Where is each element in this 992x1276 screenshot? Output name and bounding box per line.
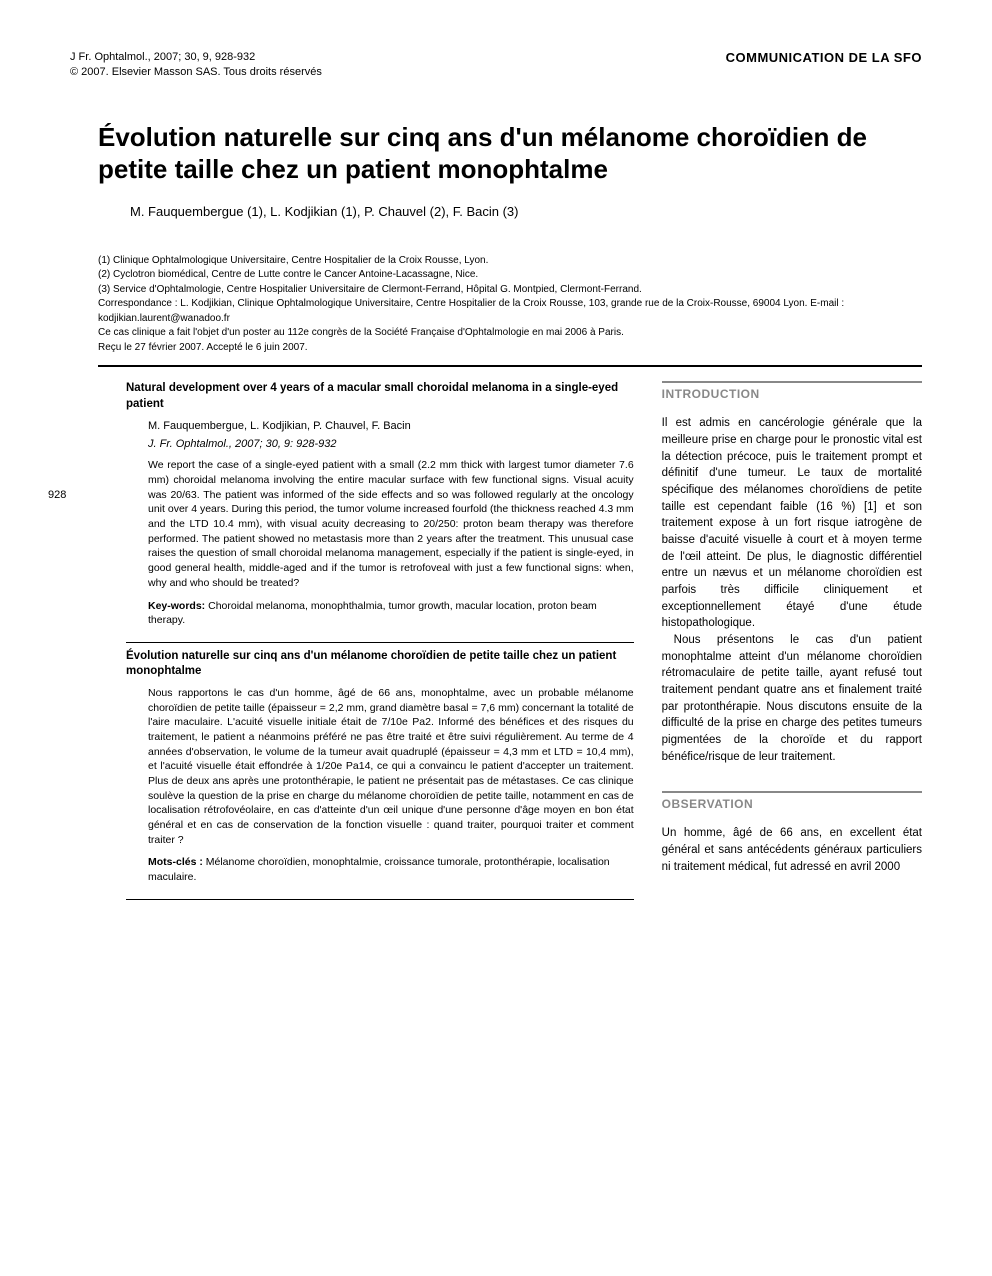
abstract-en-authors: M. Fauquembergue, L. Kodjikian, P. Chauv… (148, 420, 634, 432)
keywords-fr: Mots-clés : Mélanome choroïdien, monopht… (148, 855, 634, 884)
abstract-column: Natural development over 4 years of a ma… (126, 381, 634, 906)
affiliation-3: (3) Service d'Ophtalmologie, Centre Hosp… (98, 283, 922, 298)
abstract-en-citation: J. Fr. Ophtalmol., 2007; 30, 9: 928-932 (148, 438, 634, 450)
correspondence: Correspondance : L. Kodjikian, Clinique … (98, 297, 922, 326)
keywords-en: Key-words: Choroidal melanoma, monophtha… (148, 599, 634, 628)
section-head-introduction: INTRODUCTION (662, 381, 922, 401)
introduction-p1: Il est admis en cancérologie générale qu… (662, 415, 922, 632)
divider-abstracts (126, 642, 634, 643)
affiliation-2: (2) Cyclotron biomédical, Centre de Lutt… (98, 268, 922, 283)
keywords-fr-text: Mélanome choroïdien, monophtalmie, crois… (148, 856, 610, 883)
poster-note: Ce cas clinique a fait l'objet d'un post… (98, 326, 922, 341)
introduction-body: Il est admis en cancérologie générale qu… (662, 415, 922, 765)
keywords-fr-label: Mots-clés : (148, 856, 203, 868)
received-accepted: Reçu le 27 février 2007. Accepté le 6 ju… (98, 341, 922, 356)
abstract-en-body: We report the case of a single-eyed pati… (148, 458, 634, 590)
section-label: COMMUNICATION DE LA SFO (726, 50, 922, 65)
journal-citation: J Fr. Ophtalmol., 2007; 30, 9, 928-932 (70, 50, 322, 65)
journal-info: J Fr. Ophtalmol., 2007; 30, 9, 928-932 ©… (70, 50, 322, 81)
author-list: M. Fauquembergue (1), L. Kodjikian (1), … (130, 204, 922, 219)
divider-top (98, 365, 922, 367)
keywords-en-text: Choroidal melanoma, monophthalmia, tumor… (148, 600, 597, 627)
running-header: J Fr. Ophtalmol., 2007; 30, 9, 928-932 ©… (70, 50, 922, 81)
article-title: Évolution naturelle sur cinq ans d'un mé… (98, 121, 922, 186)
introduction-p2: Nous présentons le cas d'un patient mono… (662, 632, 922, 765)
two-column-layout: 928 Natural development over 4 years of … (70, 381, 922, 906)
divider-bottom (126, 899, 634, 900)
observation-body: Un homme, âgé de 66 ans, en excellent ét… (662, 825, 922, 875)
affiliations-block: (1) Clinique Ophtalmologique Universitai… (98, 254, 922, 356)
left-margin: 928 (70, 381, 98, 906)
abstract-fr-body: Nous rapportons le cas d'un homme, âgé d… (148, 686, 634, 848)
abstract-fr-title: Évolution naturelle sur cinq ans d'un mé… (126, 649, 634, 680)
observation-p1: Un homme, âgé de 66 ans, en excellent ét… (662, 825, 922, 875)
affiliation-1: (1) Clinique Ophtalmologique Universitai… (98, 254, 922, 269)
copyright-line: © 2007. Elsevier Masson SAS. Tous droits… (70, 65, 322, 80)
body-column: INTRODUCTION Il est admis en cancérologi… (662, 381, 922, 906)
section-head-observation: OBSERVATION (662, 791, 922, 811)
abstract-en-title: Natural development over 4 years of a ma… (126, 381, 634, 412)
page-number: 928 (48, 489, 66, 501)
keywords-en-label: Key-words: (148, 600, 205, 612)
